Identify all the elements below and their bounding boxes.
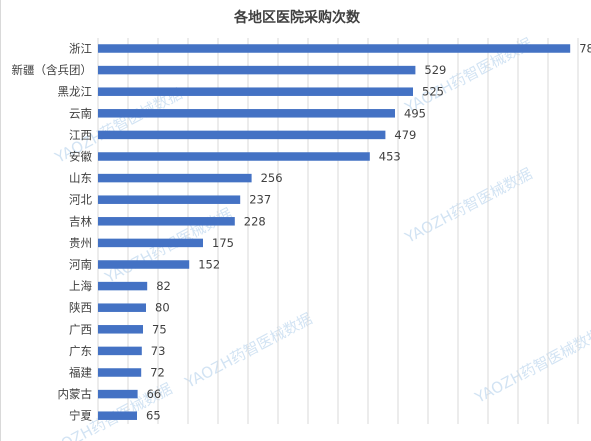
bars [98, 44, 571, 420]
category-label: 陕西 [69, 301, 92, 315]
bar [98, 346, 142, 356]
bar [98, 217, 235, 226]
value-label: 80 [155, 301, 170, 315]
value-label: 228 [244, 214, 266, 228]
bar [98, 389, 138, 399]
bar [98, 109, 395, 118]
value-label: 66 [147, 387, 162, 401]
value-labels: 787 529 525 495 479 453 256 237 228 175 152 82 80 75 7… [146, 42, 591, 423]
value-label: 237 [249, 193, 271, 207]
bar [98, 65, 416, 75]
chart-title: 各地区医院采购次数 [233, 9, 361, 26]
bar [98, 411, 137, 420]
bar [98, 238, 203, 248]
bar [98, 325, 143, 334]
value-label: 152 [198, 258, 220, 272]
category-label: 广西 [69, 322, 92, 336]
category-label: 江西 [69, 128, 92, 142]
bar [98, 173, 252, 183]
category-label: 云南 [69, 106, 92, 120]
value-label: 73 [151, 344, 166, 358]
category-label: 福建 [69, 366, 92, 380]
watermark-text: YAOZH药智医械数据 [471, 324, 591, 407]
bar [98, 152, 370, 161]
category-label: 内蒙古 [58, 387, 93, 401]
category-label: 广东 [69, 344, 92, 358]
value-label: 495 [404, 106, 426, 120]
grid-layer [97, 38, 579, 424]
bar [98, 44, 571, 53]
value-label: 256 [261, 171, 283, 185]
value-label: 65 [146, 409, 161, 423]
bar [98, 130, 386, 140]
category-label: 新疆（含兵团） [12, 63, 93, 77]
value-label: 175 [212, 236, 234, 250]
category-label: 吉林 [69, 214, 92, 228]
value-label: 82 [156, 279, 171, 293]
value-label: 453 [379, 150, 401, 164]
bar [98, 87, 413, 96]
value-label: 525 [422, 85, 444, 99]
category-label: 贵州 [69, 236, 92, 250]
value-label: 72 [150, 366, 165, 380]
bar [98, 303, 146, 312]
category-label: 宁夏 [69, 409, 92, 423]
category-label: 河北 [69, 193, 92, 207]
value-label: 529 [424, 63, 446, 77]
category-label: 山东 [69, 171, 92, 185]
value-label: 479 [394, 128, 416, 142]
category-label: 安徽 [69, 150, 92, 164]
value-label: 75 [152, 322, 167, 336]
category-label: 上海 [69, 279, 92, 293]
bar [98, 368, 142, 377]
category-label: 黑龙江 [58, 85, 93, 99]
watermark-text: YAOZH药智医械数据 [401, 164, 535, 247]
bar [98, 260, 190, 269]
bar [98, 195, 241, 204]
bar [98, 281, 148, 291]
value-label: 787 [579, 42, 591, 56]
category-label: 浙江 [69, 42, 92, 56]
category-label: 河南 [69, 258, 92, 272]
